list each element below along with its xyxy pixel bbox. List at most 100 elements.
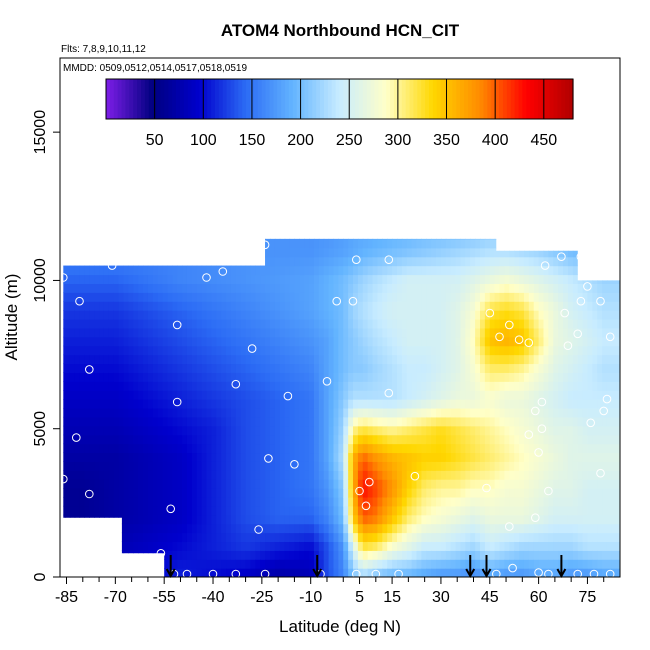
- heatmap-cell: [323, 479, 330, 489]
- heatmap-cell: [543, 461, 549, 471]
- heatmap-cell: [167, 372, 173, 382]
- heatmap-cell: [108, 434, 115, 445]
- heatmap-cell: [440, 247, 447, 258]
- heatmap-cell: [294, 434, 300, 445]
- heatmap-cell: [523, 363, 530, 373]
- heatmap-cell: [606, 443, 613, 454]
- heatmap-cell: [592, 221, 597, 231]
- heatmap-cell: [401, 407, 408, 418]
- heatmap-cell: [177, 416, 183, 427]
- heatmap-cell: [426, 354, 432, 365]
- heatmap-cell: [172, 310, 178, 320]
- heatmap-cell: [294, 354, 300, 365]
- heatmap-cell: [338, 514, 344, 525]
- heatmap-cell: [221, 336, 227, 347]
- heatmap-cell: [240, 470, 247, 480]
- heatmap-cell: [89, 390, 95, 400]
- heatmap-cell: [553, 292, 559, 302]
- heatmap-cell: [221, 496, 227, 507]
- heatmap-cell: [567, 354, 574, 365]
- heatmap-cell: [74, 479, 81, 489]
- heatmap-cell: [582, 532, 589, 543]
- heatmap-cell: [577, 461, 584, 471]
- colorbar-segment: [242, 79, 247, 119]
- heatmap-cell: [255, 443, 261, 454]
- heatmap-cell: [362, 505, 369, 516]
- heatmap-cell: [152, 434, 159, 445]
- heatmap-cell: [63, 238, 66, 240]
- heatmap-cell: [611, 434, 618, 445]
- heatmap-cell: [138, 425, 144, 436]
- heatmap-cell: [201, 363, 208, 373]
- heatmap-cell: [152, 568, 159, 577]
- heatmap-cell: [523, 532, 530, 543]
- heatmap-cell: [450, 247, 457, 258]
- heatmap-cell: [323, 488, 330, 498]
- heatmap-cell: [387, 470, 393, 480]
- heatmap-cell: [480, 399, 486, 409]
- heatmap-cell: [201, 479, 208, 489]
- heatmap-cell: [255, 327, 261, 338]
- heatmap-cell: [406, 416, 413, 427]
- heatmap-cell: [450, 363, 457, 373]
- heatmap-cell: [328, 274, 335, 284]
- heatmap-cell: [528, 425, 535, 436]
- colorbar-label: 50: [146, 132, 164, 149]
- heatmap-cell: [460, 505, 466, 516]
- heatmap-cell: [436, 416, 442, 427]
- heatmap-cell: [440, 443, 447, 454]
- heatmap-cell: [567, 407, 574, 418]
- heatmap-cell: [484, 256, 491, 267]
- heatmap-cell: [401, 505, 408, 516]
- heatmap-cell: [396, 274, 403, 284]
- heatmap-cell: [523, 470, 530, 480]
- heatmap-cell: [592, 336, 598, 347]
- heatmap-cell: [450, 505, 457, 516]
- heatmap-cell: [406, 541, 413, 551]
- heatmap-cell: [567, 550, 574, 560]
- heatmap-cell: [313, 523, 320, 534]
- heatmap-cell: [480, 310, 486, 320]
- heatmap-cell: [241, 221, 246, 231]
- heatmap-cell: [396, 247, 403, 258]
- heatmap-cell: [484, 381, 491, 391]
- heatmap-cell: [445, 327, 452, 338]
- colorbar-label: 200: [287, 132, 314, 149]
- heatmap-cell: [245, 532, 252, 543]
- heatmap-cell: [333, 550, 339, 560]
- heatmap-cell: [284, 514, 291, 525]
- heatmap-cell: [270, 488, 276, 498]
- heatmap-cell: [509, 301, 515, 311]
- colorbar-label: 350: [433, 132, 460, 149]
- heatmap-cell: [162, 399, 169, 409]
- heatmap-cell: [246, 221, 251, 231]
- heatmap-cell: [240, 541, 247, 551]
- heatmap-cell: [123, 336, 129, 347]
- heatmap-cell: [567, 505, 574, 516]
- heatmap-cell: [89, 479, 95, 489]
- heatmap-cell: [240, 327, 247, 338]
- heatmap-cell: [89, 238, 95, 240]
- heatmap-cell: [343, 372, 349, 382]
- heatmap-cell: [284, 363, 291, 373]
- heatmap-cell: [84, 247, 90, 258]
- heatmap-cell: [162, 532, 169, 543]
- heatmap-cell: [519, 505, 525, 516]
- heatmap-cell: [260, 523, 266, 534]
- heatmap-cell: [113, 265, 120, 276]
- heatmap-cell: [240, 238, 247, 240]
- colorbar-segment: [479, 79, 485, 119]
- heatmap-cell: [465, 514, 471, 525]
- heatmap-cell: [450, 301, 457, 311]
- heatmap-cell: [587, 318, 593, 329]
- heatmap-cell: [289, 318, 296, 329]
- heatmap-cell: [118, 514, 125, 525]
- heatmap-cell: [138, 336, 144, 347]
- heatmap-cell: [240, 505, 247, 516]
- heatmap-cell: [118, 434, 125, 445]
- heatmap-cell: [123, 568, 129, 577]
- heatmap-cell: [255, 505, 261, 516]
- heatmap-cell: [113, 568, 120, 577]
- heatmap-cell: [167, 461, 173, 471]
- heatmap-cell: [103, 514, 110, 525]
